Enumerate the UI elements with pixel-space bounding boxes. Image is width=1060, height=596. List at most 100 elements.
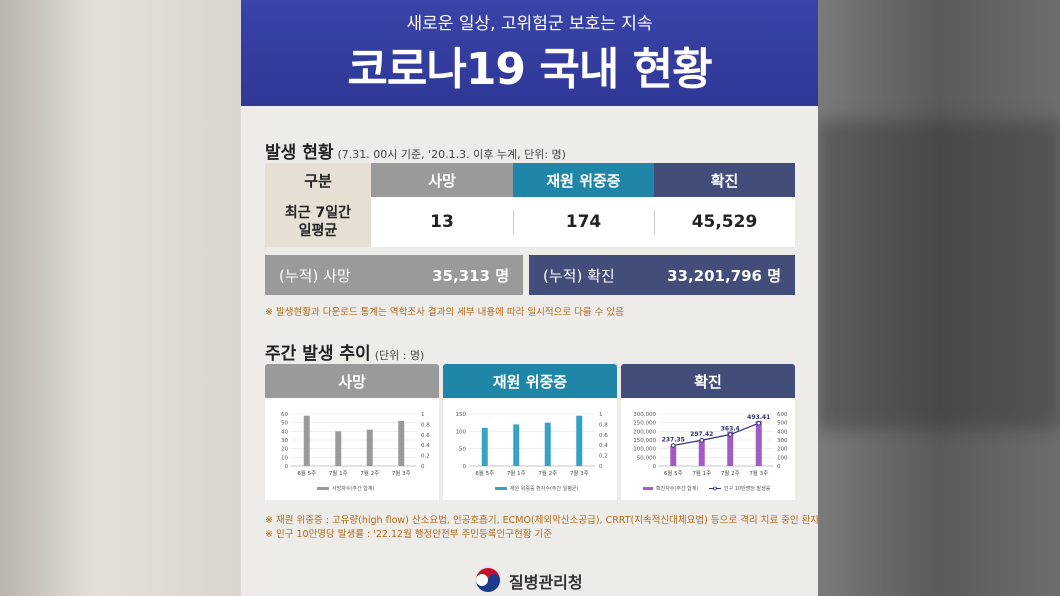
- x-tick-label: 7월 3주: [392, 469, 411, 477]
- bar: [544, 422, 551, 466]
- chart-panel-death: 60 50 40 30 20 10 0 1 0.8 0.6 0.4 0.2 0 6월 5주 7월 1주 7월 …: [265, 398, 439, 500]
- chart-head-severe: 재원 위중증: [443, 364, 617, 398]
- incidence-rate-note: ※ 인구 10만명당 발생률 : '22.12월 행정안전부 주민등록인구현황 …: [265, 529, 552, 540]
- y2-tick-label: 0.8: [599, 422, 608, 428]
- y-tick-label: 60: [281, 412, 288, 418]
- row-label-line2: 일평균: [298, 223, 338, 239]
- y2-tick-label: 100: [777, 455, 788, 461]
- y2-tick-label: 200: [777, 447, 788, 453]
- y2-tick-label: 1: [421, 412, 425, 418]
- line-point: [699, 437, 705, 443]
- y2-tick-label: 300: [777, 438, 788, 444]
- y-tick-label: 100,000: [633, 447, 656, 453]
- data-label: 237.35: [662, 436, 685, 443]
- y2-tick-label: 0.2: [599, 454, 608, 460]
- severe-definition-note: ※ 재원 위중증 : 고유량(high flow) 산소요법, 인공호흡기, E…: [265, 515, 818, 526]
- occurrence-section-title: 발생 현황 (7.31. 00시 기준, '20.1.3. 이후 누계, 단위: …: [265, 138, 566, 163]
- y2-tick-label: 0.4: [599, 443, 608, 449]
- table-divider: [513, 210, 514, 234]
- weekly-title: 주간 발생 추이: [265, 344, 371, 364]
- table-cell-death: 13: [430, 212, 454, 232]
- background-blur-band: [818, 120, 1060, 430]
- bar: [335, 431, 342, 466]
- y-tick-label: 50: [459, 447, 466, 453]
- legend-label: 확진자수(주간 합계): [656, 485, 698, 492]
- x-tick-label: 6월 5주: [297, 469, 316, 477]
- x-tick-label: 7월 1주: [329, 469, 348, 477]
- legend-swatch-bar: [643, 487, 653, 490]
- occurrence-title: 발생 현황: [265, 143, 334, 163]
- background-right: [818, 0, 1060, 596]
- chart-panel-severe: 150 100 50 0 1 0.8 0.6 0.4 0.2 0 6월 5주 7월 1주 7월 2주 7월…: [443, 398, 617, 500]
- x-tick-label: 7월 3주: [749, 469, 768, 477]
- x-tick-label: 7월 2주: [538, 469, 557, 477]
- legend-swatch-point: [713, 486, 717, 491]
- table-header-death: 사망: [371, 163, 513, 197]
- bar: [755, 420, 762, 466]
- data-label: 493.41: [747, 414, 770, 421]
- occurrence-table: 구분 사망 재원 위중증 확진 최근 7일간 일평균 13 174 45,529: [265, 163, 795, 247]
- table-header-confirmed: 확진: [654, 163, 795, 197]
- y-tick-label: 100: [456, 429, 467, 435]
- header-banner: 새로운 일상, 고위험군 보호는 지속 코로나19 국내 현황: [241, 0, 818, 106]
- bar: [303, 415, 310, 466]
- background-left: [0, 0, 241, 596]
- chart-confirmed: 300,000 250,000 200,000 150,000 100,000 50,00…: [633, 412, 788, 492]
- cumulative-confirmed-value: 33,201,796 명: [667, 266, 781, 285]
- y2-tick-label: 0.8: [421, 422, 430, 428]
- cumulative-confirmed-box: (누적) 확진 33,201,796 명: [529, 255, 795, 295]
- line-point: [670, 443, 676, 448]
- header-subtitle: 새로운 일상, 고위험군 보호는 지속: [406, 14, 653, 34]
- bar: [576, 415, 583, 466]
- table-divider: [654, 210, 655, 234]
- cumulative-death-value: 35,313 명: [432, 266, 509, 285]
- x-tick-label: 7월 2주: [360, 469, 379, 477]
- y2-tick-label: 400: [777, 429, 788, 435]
- occurrence-note: ※ 발생현황과 다운로드 통계는 역학조사 결과의 세부 내용에 따라 일시적으…: [265, 307, 624, 318]
- bar: [398, 420, 405, 466]
- y-tick-label: 20: [281, 447, 288, 453]
- table-header-category: 구분: [265, 163, 371, 197]
- data-label: 297.42: [690, 431, 713, 438]
- legend-swatch-bar: [495, 487, 507, 490]
- chart-severe: 150 100 50 0 1 0.8 0.6 0.4 0.2 0 6월 5주 7월 1주 7월 2주 7월…: [456, 412, 609, 492]
- weekly-section-title: 주간 발생 추이 (단위 : 명): [265, 339, 424, 364]
- bar: [366, 429, 373, 466]
- x-tick-label: 7월 1주: [692, 469, 711, 477]
- y-tick-label: 0: [653, 464, 657, 470]
- y-tick-label: 300,000: [633, 412, 656, 418]
- y2-tick-label: 0.4: [421, 443, 430, 449]
- data-label: 363.4: [721, 426, 740, 433]
- y-tick-label: 30: [281, 438, 288, 444]
- weekly-subtitle: (단위 : 명): [374, 349, 425, 362]
- x-tick-label: 6월 5주: [475, 469, 494, 477]
- legend-label: 사망자수(주간 합계): [332, 485, 374, 492]
- y2-tick-label: 0.6: [599, 433, 608, 439]
- bar: [670, 446, 677, 466]
- y-tick-label: 0: [285, 464, 289, 470]
- table-cell-confirmed: 45,529: [691, 212, 758, 232]
- y2-tick-label: 0: [421, 464, 425, 470]
- y2-tick-label: 0.6: [421, 433, 430, 439]
- chart-death: 60 50 40 30 20 10 0 1 0.8 0.6 0.4 0.2 0 6월 5주 7월 1주 7월 …: [281, 412, 430, 492]
- y2-tick-label: 0.2: [421, 454, 430, 460]
- occurrence-subtitle: (7.31. 00시 기준, '20.1.3. 이후 누계, 단위: 명): [337, 148, 566, 161]
- header-title: 코로나19 국내 현황: [347, 44, 712, 95]
- table-cell-severe: 174: [565, 212, 602, 232]
- cumulative-death-label: (누적) 사망: [279, 266, 351, 285]
- chart-panel-confirmed: 300,000 250,000 200,000 150,000 100,000 50,00…: [621, 398, 795, 500]
- incidence-line: [673, 422, 759, 447]
- y2-tick-label: 1: [599, 412, 603, 418]
- bar: [698, 439, 705, 466]
- legend-swatch-bar: [317, 487, 329, 490]
- x-tick-label: 7월 2주: [721, 469, 740, 477]
- y-tick-label: 150,000: [633, 438, 656, 444]
- infographic-card: 새로운 일상, 고위험군 보호는 지속 코로나19 국내 현황 발생 현황 (7.…: [241, 0, 818, 596]
- line-point: [756, 420, 762, 426]
- cumulative-death-box: (누적) 사망 35,313 명: [265, 255, 523, 295]
- y-tick-label: 200,000: [633, 429, 656, 435]
- y-tick-label: 50,000: [637, 455, 657, 461]
- y2-tick-label: 0: [777, 464, 781, 470]
- y2-tick-label: 600: [777, 412, 788, 418]
- y-tick-label: 50: [281, 421, 288, 427]
